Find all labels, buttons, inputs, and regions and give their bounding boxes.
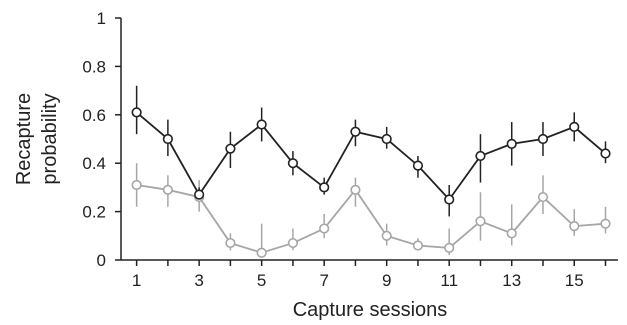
data-point (412, 160, 424, 171)
data-point (600, 218, 611, 229)
series-1 (131, 85, 611, 217)
data-point (350, 126, 361, 137)
x-ticks: 1 3 5 7 9 11 13 15 (132, 260, 607, 290)
data-point (537, 133, 549, 145)
x-tick-label: 15 (565, 271, 584, 290)
x-tick-label: 1 (132, 271, 141, 290)
x-tick-label: 7 (319, 271, 328, 290)
axes (120, 18, 618, 261)
data-point (412, 240, 424, 251)
x-tick-label: 9 (382, 271, 391, 290)
data-point (537, 191, 549, 203)
data-point (444, 194, 455, 205)
series-line (136, 184, 606, 254)
data-point (225, 143, 236, 154)
data-point (319, 223, 330, 234)
data-point (475, 216, 486, 227)
data-point (444, 242, 455, 253)
data-point (381, 133, 392, 145)
data-point (287, 158, 299, 169)
data-point (381, 230, 392, 241)
data-point (600, 148, 611, 159)
data-point (475, 150, 486, 162)
data-point (350, 184, 361, 195)
x-tick-label: 3 (194, 271, 203, 290)
data-point (506, 138, 517, 149)
data-point (162, 133, 173, 145)
y-axis-title-line2: probability (39, 93, 61, 184)
data-point (256, 247, 267, 258)
series-line (136, 111, 607, 201)
data-point (162, 184, 173, 195)
data-point (569, 221, 580, 232)
x-axis-title: Capture sessions (293, 299, 448, 321)
data-point (131, 179, 142, 191)
series-2 (131, 163, 611, 258)
y-axis-title-line1: Recapture (13, 93, 35, 185)
y-tick-label: 0 (97, 251, 106, 270)
data-point (256, 119, 267, 130)
x-tick-label: 13 (502, 271, 521, 290)
data-point (287, 237, 299, 249)
data-point (569, 121, 580, 132)
y-ticks: 0 0.2 0.4 0.6 0.8 1 (82, 9, 121, 270)
series-layer (131, 85, 611, 258)
data-point (225, 237, 236, 249)
data-point (194, 189, 205, 200)
y-tick-label: 1 (97, 9, 106, 28)
x-tick-label: 11 (440, 271, 458, 290)
data-point (319, 182, 330, 193)
y-tick-label: 0.8 (82, 57, 106, 76)
x-tick-label: 5 (257, 271, 266, 290)
y-tick-label: 0.6 (82, 106, 106, 125)
data-point (506, 228, 517, 239)
y-tick-label: 0.4 (82, 154, 106, 173)
y-tick-label: 0.2 (82, 203, 106, 222)
data-point (131, 107, 142, 118)
